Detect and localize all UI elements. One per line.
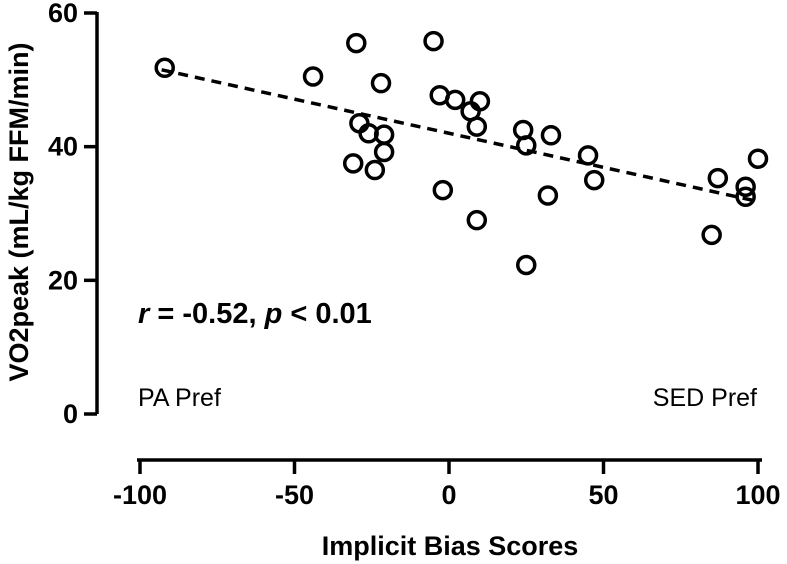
data-point bbox=[516, 135, 537, 156]
stat-p-value: < 0.01 bbox=[282, 298, 372, 330]
data-point bbox=[537, 185, 559, 206]
data-point bbox=[432, 179, 454, 201]
data-point bbox=[346, 32, 367, 54]
y-tick-label: 40 bbox=[48, 132, 78, 162]
data-point bbox=[466, 116, 488, 137]
data-points bbox=[154, 30, 769, 276]
data-point bbox=[735, 176, 756, 198]
x-tick-label: -100 bbox=[113, 480, 167, 510]
stat-r-symbol: r bbox=[138, 298, 151, 330]
data-point bbox=[735, 186, 756, 208]
data-point bbox=[423, 30, 444, 52]
data-point bbox=[466, 209, 488, 231]
y-tick-label: 0 bbox=[63, 399, 78, 429]
stat-r-value: = -0.52, bbox=[149, 298, 264, 330]
data-point bbox=[373, 141, 395, 163]
trend-line bbox=[161, 68, 759, 204]
x-tick-label: -50 bbox=[275, 480, 314, 510]
y-tick-label: 20 bbox=[48, 265, 78, 295]
data-point bbox=[516, 254, 537, 276]
data-point bbox=[701, 224, 722, 246]
data-point bbox=[370, 72, 392, 94]
data-point bbox=[154, 57, 175, 79]
data-point bbox=[577, 145, 599, 166]
data-point bbox=[364, 159, 386, 181]
data-point bbox=[583, 169, 605, 191]
data-point bbox=[540, 125, 562, 146]
data-point bbox=[707, 167, 729, 189]
sed-pref-label: SED Pref bbox=[653, 384, 757, 412]
y-tick-label: 60 bbox=[48, 0, 78, 28]
data-point bbox=[342, 153, 364, 174]
correlation-stat: r = -0.52, p < 0.01 bbox=[138, 298, 372, 330]
pa-pref-label: PA Pref bbox=[138, 384, 221, 412]
data-point bbox=[444, 89, 466, 111]
x-tick-label: 50 bbox=[588, 480, 618, 510]
y-ticks: 0 20 40 60 bbox=[48, 0, 97, 429]
stat-p-symbol: p bbox=[264, 298, 283, 330]
x-axis-title: Implicit Bias Scores bbox=[322, 531, 579, 561]
x-tick-label: 0 bbox=[441, 480, 456, 510]
x-tick-label: 100 bbox=[735, 480, 780, 510]
x-ticks: -100 -50 0 50 100 bbox=[113, 460, 781, 510]
data-point bbox=[302, 66, 324, 87]
y-axis-title: VO2peak (mL/kg FFM/min) bbox=[4, 42, 34, 381]
data-point bbox=[747, 148, 769, 169]
